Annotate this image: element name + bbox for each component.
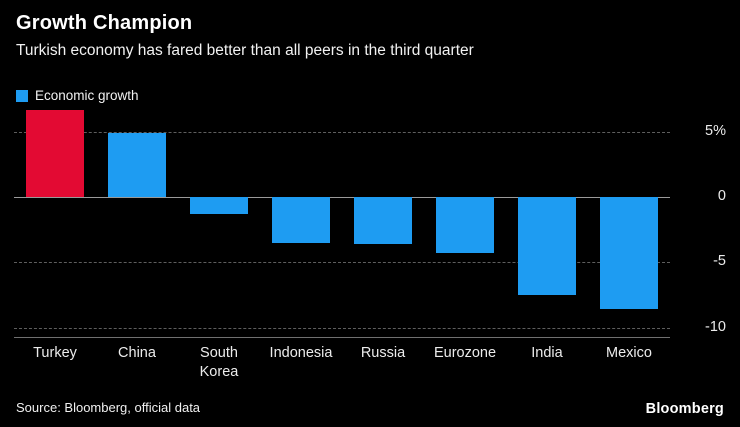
plot-area — [14, 110, 670, 338]
gridline — [14, 327, 670, 329]
x-axis-category-labels: Turkey China South Korea Indonesia Russia Eur… — [14, 344, 670, 382]
source-note: Source: Bloomberg, official data — [16, 400, 201, 415]
legend-label: Economic growth — [35, 88, 139, 103]
bar-china — [108, 133, 166, 198]
bar-indonesia — [272, 197, 330, 243]
bloomberg-logo: Bloomberg — [645, 401, 724, 417]
gridline — [14, 132, 670, 134]
legend: Economic growth — [16, 88, 139, 103]
y-tick-label: 5% — [705, 123, 726, 140]
bar-russia — [354, 197, 412, 245]
y-axis-labels: 5% 0 -5 -10 — [676, 110, 726, 338]
bar-turkey — [26, 110, 84, 198]
category-label-china: China — [118, 345, 156, 361]
legend-swatch-icon — [16, 89, 28, 102]
bar-south-korea — [190, 197, 248, 215]
x-axis-baseline — [14, 337, 670, 338]
category-label-south-korea: South Korea — [199, 345, 239, 380]
zero-gridline — [14, 197, 670, 199]
bar-mexico — [600, 197, 658, 310]
bar-eurozone — [436, 197, 494, 254]
chart-subtitle: Turkish economy has fared better than al… — [16, 42, 474, 59]
chart-title: Growth Champion — [16, 12, 193, 34]
bar-india — [518, 197, 576, 295]
category-label-eurozone: Eurozone — [433, 345, 497, 361]
y-tick-label: -5 — [713, 253, 726, 270]
gridline — [14, 262, 670, 264]
y-tick-label: -10 — [705, 318, 726, 335]
category-label-turkey: Turkey — [33, 345, 77, 361]
category-label-mexico: Mexico — [606, 345, 652, 361]
category-label-india: India — [531, 345, 563, 361]
y-tick-label: 0 — [717, 188, 726, 205]
category-label-indonesia: Indonesia — [269, 345, 333, 361]
category-label-russia: Russia — [360, 345, 406, 361]
